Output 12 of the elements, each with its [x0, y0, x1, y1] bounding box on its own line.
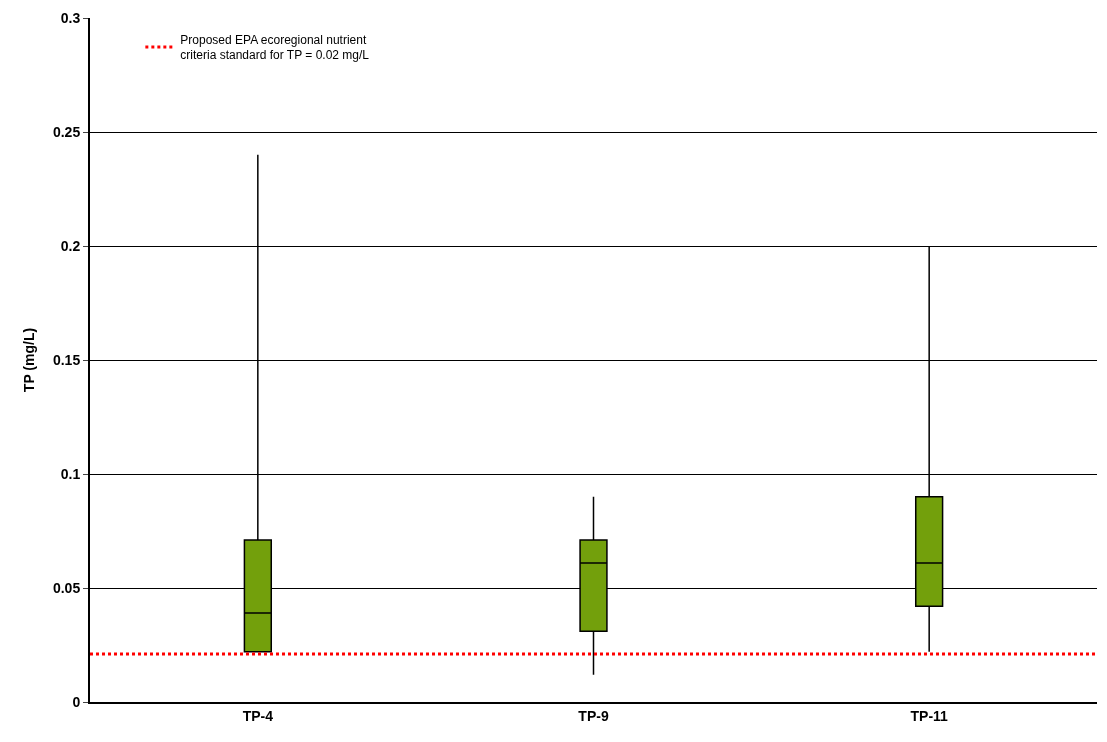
y-tick-label: 0.2: [60, 237, 81, 254]
x-tick-label: TP-9: [578, 707, 609, 724]
y-tick-label: 0: [72, 693, 81, 710]
y-tick-label: 0.1: [60, 465, 81, 482]
y-axis-title: TP (mg/L): [21, 327, 38, 393]
x-tick-label: TP-11: [910, 707, 949, 724]
y-tick-label: 0.3: [60, 9, 81, 26]
y-tick-label: 0.15: [52, 351, 81, 368]
y-tick-label: 0.05: [52, 579, 81, 596]
legend-label: Proposed EPA ecoregional nutrient criteria standard for TP = 0.02 mg/L: [180, 32, 370, 63]
x-tick-label: TP-4: [242, 707, 274, 724]
y-tick-label: 0.25: [52, 123, 81, 140]
